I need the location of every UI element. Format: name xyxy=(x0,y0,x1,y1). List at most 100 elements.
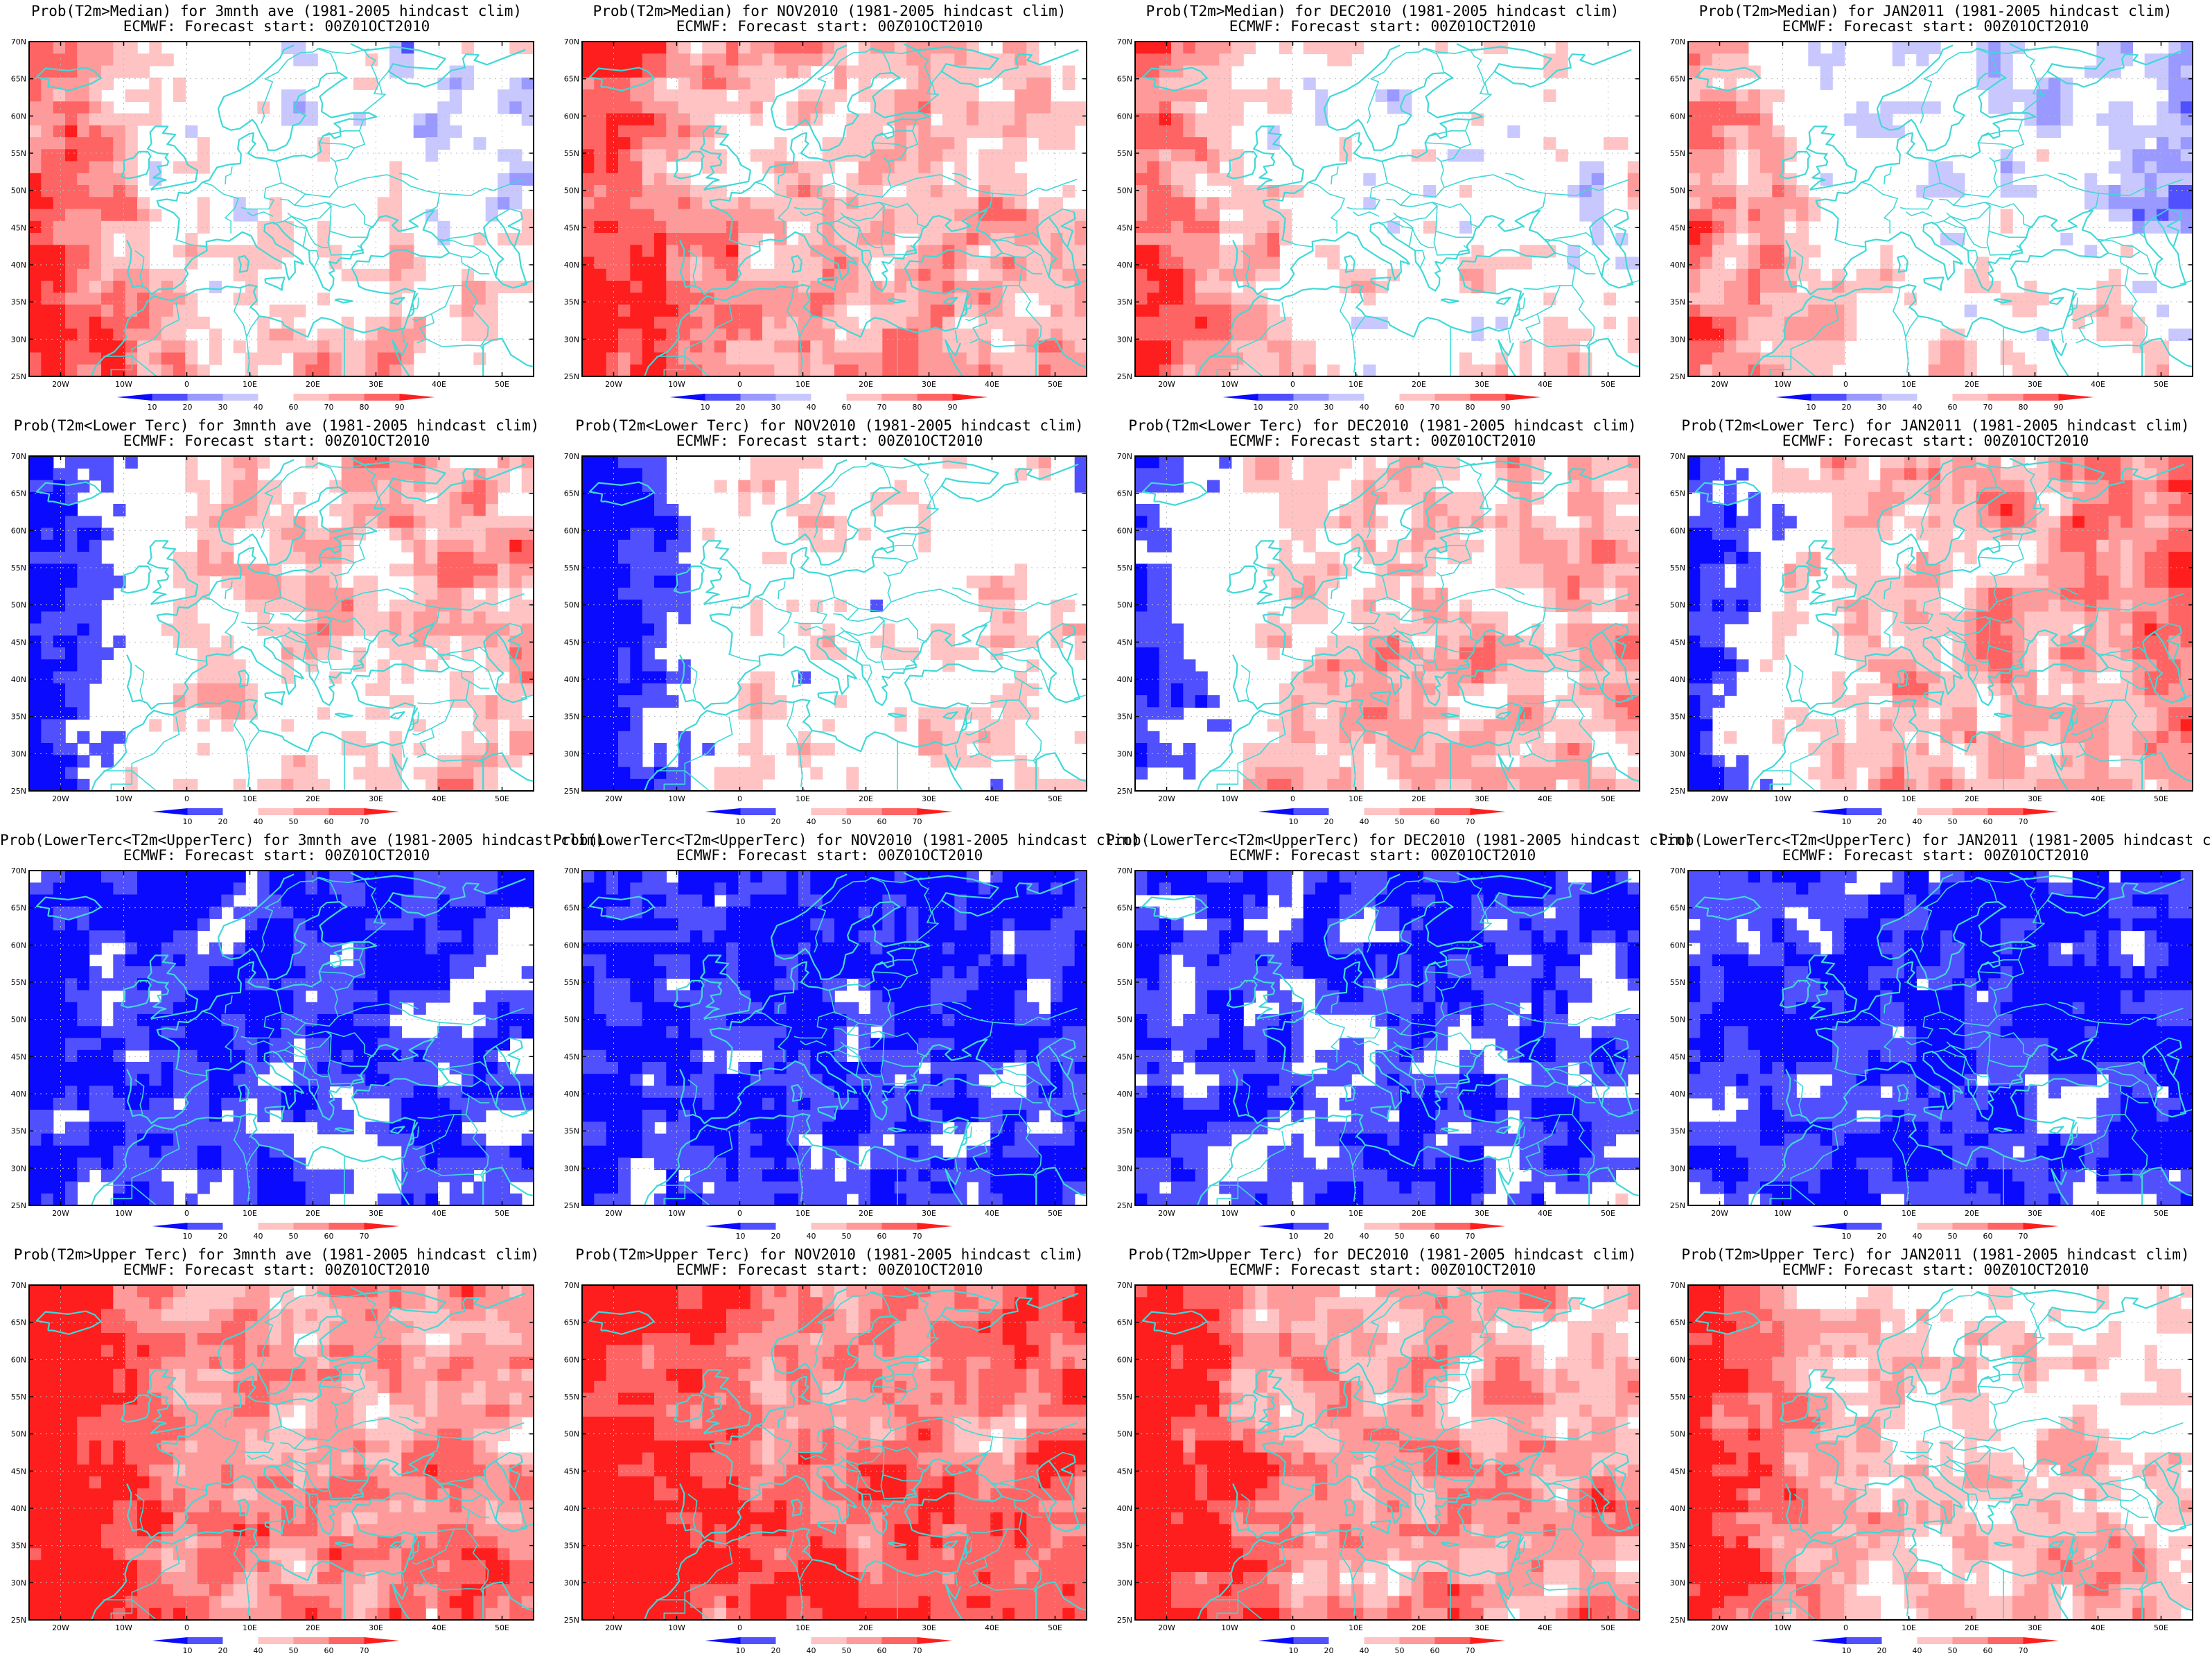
field-cell xyxy=(1015,778,1028,791)
field-cell xyxy=(606,600,619,613)
field-cell xyxy=(1375,516,1388,529)
field-cell xyxy=(594,695,607,708)
field-cell xyxy=(1327,552,1340,565)
field-cell xyxy=(750,149,763,162)
field-cell xyxy=(341,623,354,636)
field-cell xyxy=(1159,113,1172,126)
country-border xyxy=(280,182,306,206)
field-cell xyxy=(1183,220,1196,234)
field-cell xyxy=(1267,329,1280,342)
field-cell xyxy=(2144,173,2157,186)
field-cell xyxy=(1724,185,1737,198)
field-cell xyxy=(29,719,42,732)
field-cell xyxy=(1543,552,1556,565)
field-cell xyxy=(786,185,799,198)
field-cell xyxy=(702,197,715,210)
field-cell xyxy=(401,671,414,684)
field-cell xyxy=(101,161,114,174)
field-cell xyxy=(1051,364,1064,376)
country-border xyxy=(880,231,905,256)
field-cell xyxy=(738,65,751,78)
field-cell xyxy=(185,611,198,625)
field-cell xyxy=(1279,491,1292,505)
field-cell xyxy=(822,185,835,198)
field-cell xyxy=(846,364,859,376)
country-border xyxy=(202,182,239,234)
field-cell xyxy=(786,329,799,342)
field-cell xyxy=(449,304,462,317)
field-cell xyxy=(101,587,114,600)
lat-label: 25N xyxy=(11,372,26,381)
country-border xyxy=(684,302,733,356)
country-border xyxy=(1367,47,1475,124)
field-cell xyxy=(1627,197,1640,210)
field-cell xyxy=(1579,527,1592,541)
field-cell xyxy=(1171,101,1184,114)
field-cell xyxy=(113,185,126,198)
field-cell xyxy=(618,623,631,636)
field-cell xyxy=(942,456,956,469)
field-cell xyxy=(1700,185,1713,198)
country-border xyxy=(319,142,355,149)
coastline xyxy=(507,626,523,661)
country-border xyxy=(2098,178,2184,197)
field-cell xyxy=(1243,456,1256,469)
field-cell xyxy=(2108,161,2121,174)
graticule xyxy=(29,42,534,376)
field-cell xyxy=(89,352,102,365)
field-cell xyxy=(642,113,655,126)
field-cell xyxy=(774,468,787,481)
field-cell xyxy=(437,527,450,541)
coastline xyxy=(91,209,450,376)
probability-field xyxy=(1135,456,1640,791)
lon-label: 10E xyxy=(1349,380,1363,389)
field-cell xyxy=(1531,575,1545,588)
country-border xyxy=(978,335,1042,347)
field-cell xyxy=(197,209,210,222)
legend-swatch xyxy=(705,394,741,401)
country-border xyxy=(992,238,1035,259)
field-cell xyxy=(498,480,511,493)
field-cell xyxy=(498,539,511,552)
field-cell xyxy=(125,137,138,150)
field-cell xyxy=(618,197,631,210)
field-cell xyxy=(954,209,967,222)
field-cell xyxy=(1555,53,1568,67)
country-border xyxy=(329,620,367,653)
field-cell xyxy=(1243,89,1256,103)
country-border xyxy=(1034,665,1050,692)
country-border xyxy=(992,593,1078,611)
lat-label: 55N xyxy=(11,564,26,573)
field-cell xyxy=(1832,316,1845,329)
field-cell xyxy=(870,364,884,376)
field-cell xyxy=(1339,516,1352,529)
field-cell xyxy=(1772,233,1785,246)
field-cell xyxy=(2144,220,2157,234)
field-cell xyxy=(1495,516,1509,529)
field-cell xyxy=(1748,316,1761,329)
field-cell xyxy=(1507,256,1520,270)
field-cell xyxy=(2144,281,2157,294)
field-cell xyxy=(606,468,619,481)
field-cell xyxy=(822,316,835,329)
field-cell xyxy=(1748,137,1761,150)
field-cell xyxy=(1543,516,1556,529)
field-cell xyxy=(1159,587,1172,600)
field-cell xyxy=(1808,316,1821,329)
field-cell xyxy=(485,778,498,791)
coastline xyxy=(334,298,353,304)
country-border xyxy=(481,665,497,692)
field-cell xyxy=(594,149,607,162)
field-cell xyxy=(1171,364,1184,376)
country-border xyxy=(1034,251,1050,277)
field-cell xyxy=(1375,564,1388,577)
field-cell xyxy=(1940,364,1954,376)
field-cell xyxy=(594,197,607,210)
field-cell xyxy=(1002,209,1015,222)
field-cell xyxy=(1255,480,1268,493)
field-cell xyxy=(462,77,475,90)
field-cell xyxy=(942,197,956,210)
lat-label: 60N xyxy=(564,112,579,121)
field-cell xyxy=(618,77,631,90)
country-border xyxy=(1353,211,1380,217)
